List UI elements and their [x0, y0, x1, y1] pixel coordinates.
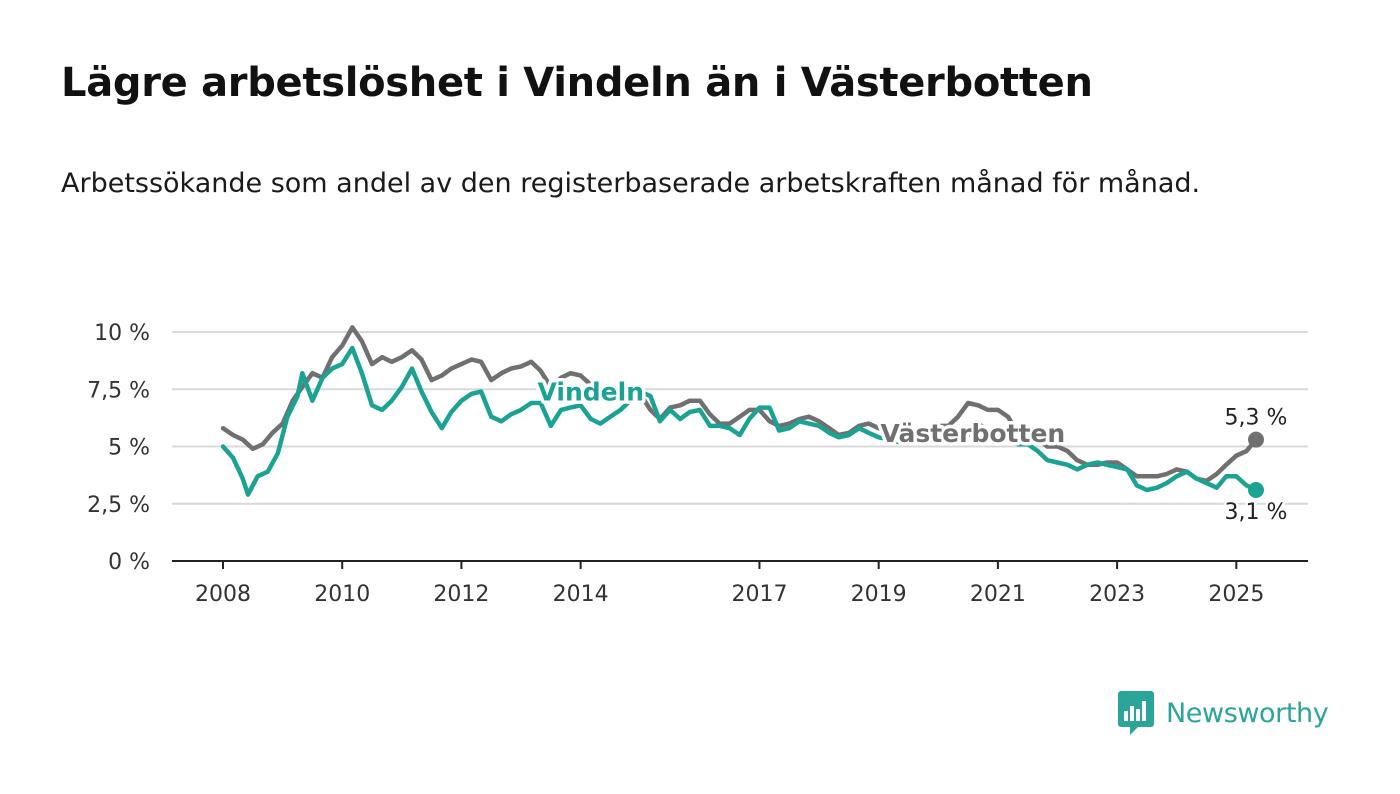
series-lines	[220, 325, 1259, 497]
y-tick-label: 10 %	[94, 321, 150, 346]
x-axis: 2008 2010 2012 2014 2017 2019 2021 2023 2025	[172, 560, 1308, 607]
y-tick-label: 2,5 %	[87, 493, 150, 518]
end-markers: 5,3 % 3,1 %	[1222, 403, 1290, 527]
x-tick-label: 2023	[1089, 582, 1145, 607]
x-tick-label: 2019	[851, 582, 907, 607]
x-tick-label: 2012	[433, 582, 489, 607]
brand-name: Newsworthy	[1166, 697, 1329, 729]
x-tick-label: 2008	[195, 582, 251, 607]
y-axis: 0 % 2,5 % 5 % 7,5 % 10 %	[87, 321, 150, 575]
x-tick-label: 2025	[1208, 582, 1264, 607]
x-tick-label: 2017	[731, 582, 787, 607]
end-value-label: 5,3 %	[1225, 406, 1288, 431]
gridlines	[172, 331, 1308, 505]
series-line-v-sterbotten	[220, 325, 1259, 484]
chart-subtitle: Arbetssökande som andel av den registerb…	[61, 168, 1201, 199]
chart-title: Lägre arbetslöshet i Vindeln än i Väster…	[61, 60, 1093, 106]
x-tick-label: 2010	[314, 582, 370, 607]
x-tick-label: 2021	[970, 582, 1026, 607]
y-tick-label: 0 %	[108, 550, 150, 575]
series-label: Vindeln	[538, 378, 645, 407]
x-tick-label: 2014	[553, 582, 609, 607]
end-point-marker	[1248, 431, 1264, 448]
y-tick-label: 5 %	[108, 436, 150, 461]
end-point-marker	[1248, 482, 1264, 499]
series-label: Västerbotten	[881, 419, 1066, 448]
newsworthy-logo-icon	[1118, 691, 1154, 735]
brand[interactable]: Newsworthy	[1118, 691, 1329, 735]
series-labels: Västerbotten Vindeln	[534, 374, 1069, 451]
y-tick-label: 7,5 %	[87, 378, 150, 403]
end-value-label: 3,1 %	[1225, 500, 1288, 525]
series-line-vindeln	[220, 345, 1259, 497]
